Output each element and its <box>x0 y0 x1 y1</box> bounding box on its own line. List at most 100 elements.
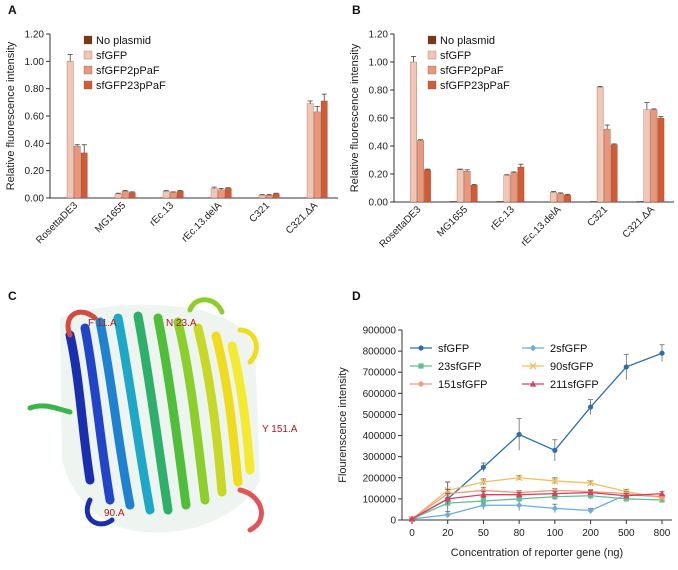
bar <box>313 111 321 199</box>
strand-shape <box>211 331 243 487</box>
bar <box>510 172 518 203</box>
bar <box>550 192 557 203</box>
legend-label: sfGFP <box>440 50 471 62</box>
bar <box>176 191 184 199</box>
bar <box>128 192 136 199</box>
legend-swatch <box>427 35 437 45</box>
loop-shape <box>65 309 98 338</box>
residue-label: N 23.A <box>166 318 197 329</box>
bar-chart-b: 0.00 0.20 0.40 0.60 0.80 1.00 1.20 Relative flu… <box>349 30 674 250</box>
y-tick-label: 900000 <box>363 326 397 337</box>
panel-label-c: C <box>8 289 17 303</box>
bar <box>80 152 88 199</box>
legend-label: sfGFP23pPaF <box>440 80 510 92</box>
y-tick-label: 0.00 <box>369 198 389 209</box>
legend-swatch <box>427 80 437 90</box>
line-chart-d: 0 100000 200000 300000 400000 500000 600000 700… <box>337 326 672 559</box>
legend-label: sfGFP2pPaF <box>96 65 160 77</box>
data-point <box>418 345 424 351</box>
data-point <box>479 478 487 486</box>
loop-shape <box>237 487 264 533</box>
data-point <box>444 511 451 518</box>
legend-label: sfGFP23pPaF <box>96 80 166 92</box>
y-tick-label: 100000 <box>363 494 397 505</box>
y-tick-label: 1.20 <box>369 30 389 41</box>
bar <box>589 201 597 203</box>
strand-shape <box>193 323 227 497</box>
bar <box>517 166 525 203</box>
bar <box>258 195 266 199</box>
residue-label: 90.A <box>104 508 125 519</box>
y-tick-label: 700000 <box>363 368 397 379</box>
data-point <box>551 490 559 497</box>
strand-shape <box>113 313 155 515</box>
legend-label: 90sfGFP <box>550 361 593 373</box>
legend-swatch <box>427 65 437 75</box>
bar <box>265 195 273 199</box>
y-tick-label: 0.20 <box>25 166 45 177</box>
legend-label: No plasmid <box>440 35 495 47</box>
data-point <box>408 515 416 522</box>
y-tick-label: 0 <box>390 516 396 527</box>
bar <box>272 193 280 199</box>
bar <box>463 171 471 203</box>
data-point <box>587 489 594 496</box>
legend-swatch <box>83 80 93 90</box>
strand-shape <box>227 341 255 475</box>
data-point <box>658 490 666 497</box>
data-point <box>418 381 424 387</box>
bar <box>470 185 478 203</box>
data-point <box>515 474 523 482</box>
bar <box>121 191 129 199</box>
strand-shape <box>80 323 115 505</box>
data-point <box>587 493 594 499</box>
bar-chart-a: 0.00 0.20 0.40 0.60 0.80 1.00 1.20 Relative flu… <box>5 30 338 246</box>
data-point <box>480 464 487 470</box>
x-tick-label: rEc.13 <box>489 204 518 233</box>
legend-label: sfGFP <box>438 343 469 355</box>
data-point <box>529 362 537 370</box>
data-point <box>480 502 487 509</box>
legend-label: sfGFP <box>96 50 127 62</box>
bar <box>169 192 177 199</box>
x-tick-label: RosettaDE3 <box>34 200 80 246</box>
bar <box>73 145 81 199</box>
protein-structure-illustration: F 11.A N 23.A Y 151.A 90.A <box>27 297 298 533</box>
residue-label: F 11.A <box>88 318 117 329</box>
legend-label: 211sfGFP <box>550 379 599 391</box>
legend-label: 151sfGFP <box>438 379 488 391</box>
legend-swatch <box>427 50 437 60</box>
x-tick-label: C321.ΔA <box>621 204 657 240</box>
x-tick-label: 200 <box>582 528 599 539</box>
y-tick-label: 1.20 <box>25 30 45 41</box>
data-point <box>587 479 595 487</box>
x-tick-label: RosettaDE3 <box>378 204 424 250</box>
x-tick-label: 20 <box>442 528 454 539</box>
bar <box>210 188 218 199</box>
loop-shape <box>187 297 225 315</box>
legend-label: 23sfGFP <box>438 361 481 373</box>
y-tick-label: 800000 <box>363 347 397 358</box>
bar <box>503 175 511 203</box>
data-point <box>623 496 629 502</box>
y-tick-label: 0.40 <box>369 142 389 153</box>
x-tick-label: MG1655 <box>93 200 128 235</box>
series-line <box>411 489 663 520</box>
panel-label-a: A <box>8 3 17 17</box>
bar <box>596 87 604 203</box>
series-line <box>411 494 663 520</box>
x-axis-title: Concentration of reporter gene (ng) <box>451 547 623 559</box>
data-point <box>480 491 487 498</box>
y-tick-label: 0.40 <box>25 139 45 150</box>
y-tick-label: 400000 <box>363 431 397 442</box>
strand-shape <box>173 317 210 505</box>
x-tick-label: 0 <box>409 528 415 539</box>
x-tick-label: MG1655 <box>435 204 470 239</box>
data-point <box>552 494 558 500</box>
series-line <box>411 477 663 520</box>
legend-label: 2sfGFP <box>550 343 587 355</box>
panel-label-b: B <box>352 3 361 17</box>
strand-shape <box>95 317 135 510</box>
bar <box>564 194 571 203</box>
